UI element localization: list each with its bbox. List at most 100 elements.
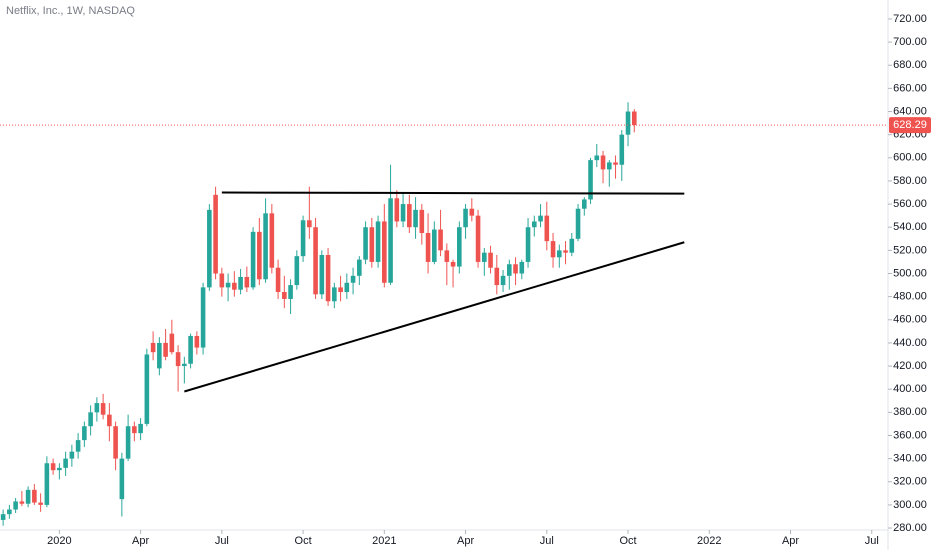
trendline xyxy=(184,241,685,393)
y-tick-label: 400.00 xyxy=(893,383,927,395)
x-tick-label: 2021 xyxy=(372,535,396,547)
candle-body xyxy=(525,227,531,262)
candle-body xyxy=(13,501,18,510)
candle-body xyxy=(294,256,300,286)
x-tick-label: 2022 xyxy=(697,535,721,547)
y-tick-label: 580.00 xyxy=(893,175,927,187)
candle-body xyxy=(575,208,581,239)
candle-body xyxy=(357,259,362,276)
chart-title: Netflix, Inc., 1W, NASDAQ xyxy=(6,5,135,17)
x-tick-label: Jul xyxy=(215,535,229,547)
candle-body xyxy=(544,215,550,242)
candle-body xyxy=(569,238,575,253)
candle-body xyxy=(107,414,112,427)
y-tick-label: 560.00 xyxy=(893,198,927,210)
candle-body xyxy=(369,227,375,262)
candle-body xyxy=(288,285,293,299)
candle-body xyxy=(600,155,606,170)
y-tick-label: 280.00 xyxy=(893,522,927,534)
candle-body xyxy=(394,198,400,222)
y-tick-label: 300.00 xyxy=(893,499,927,511)
candle-body xyxy=(69,451,75,459)
x-tick-label: Apr xyxy=(782,535,799,547)
candle-body xyxy=(125,426,131,459)
candle-body xyxy=(219,273,225,288)
candle-body xyxy=(350,275,356,283)
candle-body xyxy=(425,233,431,262)
y-tick-label: 380.00 xyxy=(893,406,927,418)
candle-body xyxy=(200,287,206,348)
y-tick-label: 440.00 xyxy=(893,337,927,349)
candle-body xyxy=(163,342,168,357)
candle-body xyxy=(469,208,475,216)
candle-body xyxy=(57,467,62,471)
candle-body xyxy=(275,267,281,293)
candle-body xyxy=(113,426,118,459)
candle-body xyxy=(332,287,337,302)
candle-body xyxy=(363,227,368,260)
x-tick-label: Apr xyxy=(132,535,149,547)
candle-body xyxy=(457,227,462,267)
x-tick-label: Apr xyxy=(457,535,474,547)
candle-body xyxy=(588,160,593,200)
candle-body xyxy=(488,252,493,268)
candle-body xyxy=(388,198,393,283)
last-price-label: 628.29 xyxy=(893,119,927,131)
x-tick-label: 2020 xyxy=(47,535,71,547)
candle-body xyxy=(338,287,343,293)
candle-body xyxy=(150,342,156,353)
candle-body xyxy=(0,514,6,520)
y-tick-label: 460.00 xyxy=(893,314,927,326)
candle-body xyxy=(438,229,443,251)
candle-body xyxy=(419,209,425,234)
candle-body xyxy=(194,335,200,348)
candle-body xyxy=(550,241,556,258)
candle-body xyxy=(88,412,93,427)
candle-body xyxy=(213,194,218,274)
candle-body xyxy=(144,354,150,424)
candle-body xyxy=(238,276,243,290)
x-tick-label: Oct xyxy=(619,535,636,547)
y-tick-label: 700.00 xyxy=(893,36,927,48)
y-tick-label: 640.00 xyxy=(893,105,927,117)
y-tick-label: 600.00 xyxy=(893,152,927,164)
x-tick-label: Jul xyxy=(865,535,879,547)
candle-body xyxy=(538,215,543,222)
y-tick-label: 540.00 xyxy=(893,221,927,233)
candle-body xyxy=(63,458,68,468)
candle-body xyxy=(507,264,512,276)
candle-body xyxy=(581,199,587,209)
trendline xyxy=(221,191,685,195)
candle-body xyxy=(382,221,387,283)
x-tick-label: Oct xyxy=(295,535,312,547)
candle-body xyxy=(132,426,137,434)
candle-body xyxy=(100,403,106,415)
y-tick-label: 480.00 xyxy=(893,291,927,303)
candle-body xyxy=(375,221,381,262)
candle-body xyxy=(494,267,500,286)
candle-body xyxy=(175,352,181,367)
candle-body xyxy=(257,231,262,280)
candle-body xyxy=(7,509,12,515)
candle-body xyxy=(307,220,312,228)
candle-body xyxy=(38,502,43,505)
candle-body xyxy=(188,335,193,364)
candle-body xyxy=(313,227,318,295)
candle-body xyxy=(563,250,568,253)
candle-body xyxy=(500,275,506,286)
candle-body xyxy=(300,220,306,257)
candle-body xyxy=(32,489,37,503)
candle-body xyxy=(182,363,187,367)
y-tick-label: 720.00 xyxy=(893,13,927,25)
candle-body xyxy=(519,261,525,274)
candle-body xyxy=(594,155,600,161)
y-tick-label: 360.00 xyxy=(893,429,927,441)
candle-body xyxy=(513,264,518,274)
y-tick-label: 420.00 xyxy=(893,360,927,372)
candle-body xyxy=(625,111,631,135)
candle-body xyxy=(619,134,625,165)
candle-body xyxy=(19,501,25,504)
candle-body xyxy=(475,215,481,262)
candle-body xyxy=(407,204,412,228)
